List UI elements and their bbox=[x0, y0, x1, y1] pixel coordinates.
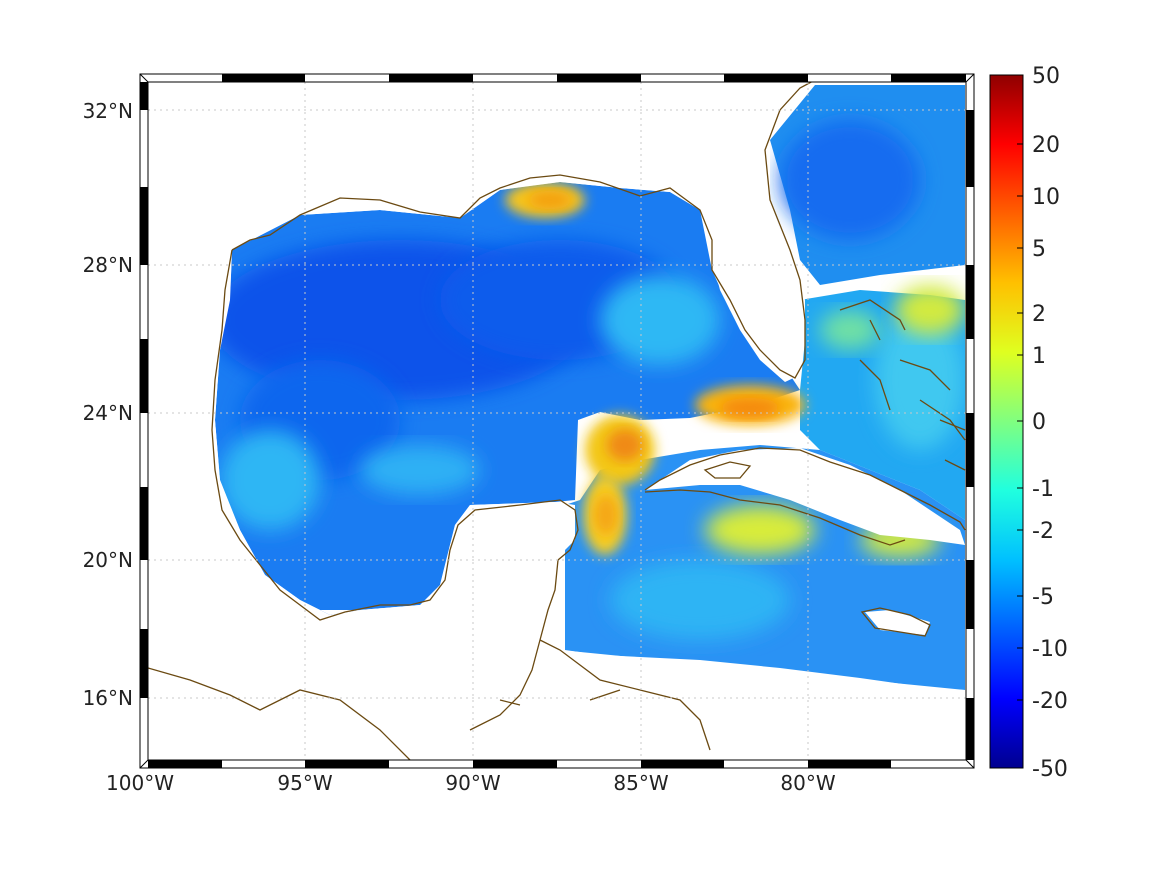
coastline-mexico bbox=[211, 249, 579, 731]
lat-labels: 32°N 28°N 24°N 20°N 16°N bbox=[83, 99, 133, 710]
land-florida bbox=[700, 85, 815, 382]
map-frame bbox=[139, 73, 975, 769]
colorbar-tick-10: 10 bbox=[1032, 185, 1060, 210]
lat-label-24n: 24°N bbox=[83, 401, 133, 425]
land-south-blank bbox=[148, 640, 965, 760]
colorbar-tick-2: 2 bbox=[1032, 302, 1046, 327]
graticule bbox=[148, 82, 966, 760]
coastline-central-america bbox=[499, 639, 711, 751]
lon-label-85w: 85°W bbox=[613, 771, 668, 795]
colorbar-tick-0: 0 bbox=[1032, 410, 1046, 435]
lat-label-20n: 20°N bbox=[83, 548, 133, 572]
colorbar-tick-neg1: -1 bbox=[1032, 477, 1054, 502]
coastline-isla-juventud bbox=[703, 461, 752, 479]
colorbar-tick-neg10: -10 bbox=[1032, 637, 1068, 662]
lon-label-95w: 95°W bbox=[277, 771, 332, 795]
coastline-jamaica bbox=[860, 607, 931, 637]
colorbar-tick-neg20: -20 bbox=[1032, 689, 1068, 714]
land-north bbox=[148, 82, 965, 615]
colorbar-tick-neg5: -5 bbox=[1032, 585, 1054, 610]
colorbar: 50 20 10 5 2 1 0 -1 -2 -5 -10 -20 -50 bbox=[989, 64, 1068, 782]
lat-label-28n: 28°N bbox=[83, 253, 133, 277]
coastline-hispaniola bbox=[939, 419, 966, 471]
lon-label-100w: 100°W bbox=[106, 771, 174, 795]
colorbar-tick-neg2: -2 bbox=[1032, 519, 1054, 544]
coastline-bahamas bbox=[839, 299, 966, 441]
colorbar-tick-50: 50 bbox=[1032, 64, 1060, 89]
land-cuba bbox=[645, 448, 965, 545]
colorbar-tick-neg50: -50 bbox=[1032, 757, 1068, 782]
coastline-us-gulf bbox=[148, 82, 813, 760]
colorbar-tick-1: 1 bbox=[1032, 344, 1046, 369]
lat-label-32n: 32°N bbox=[83, 99, 133, 123]
data-field bbox=[148, 82, 965, 760]
colorbar-tick-5: 5 bbox=[1032, 237, 1046, 262]
lat-label-16n: 16°N bbox=[83, 686, 133, 710]
lon-label-80w: 80°W bbox=[780, 771, 835, 795]
lon-labels: 100°W 95°W 90°W 85°W 80°W bbox=[106, 771, 836, 795]
coastlines bbox=[148, 82, 966, 760]
colorbar-tick-20: 20 bbox=[1032, 133, 1060, 158]
coastline-cuba bbox=[644, 447, 966, 546]
lon-label-90w: 90°W bbox=[445, 771, 500, 795]
